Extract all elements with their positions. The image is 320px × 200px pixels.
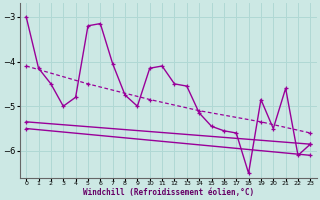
X-axis label: Windchill (Refroidissement éolien,°C): Windchill (Refroidissement éolien,°C): [83, 188, 254, 197]
